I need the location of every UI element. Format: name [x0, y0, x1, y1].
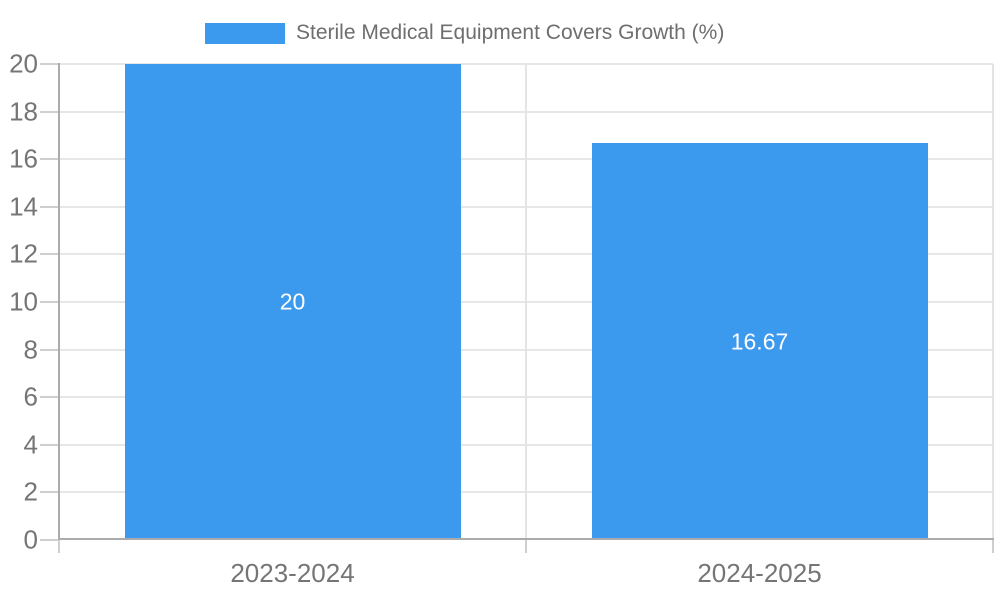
y-axis-tick	[40, 443, 59, 446]
y-axis-tick	[40, 253, 59, 256]
x-tick-label: 2024-2025	[697, 558, 822, 588]
x-gridline	[992, 64, 994, 540]
y-tick-label: 8	[23, 334, 38, 365]
x-axis-line	[58, 538, 994, 540]
y-axis-tick	[40, 158, 59, 161]
x-tick-label: 2023-2024	[230, 558, 355, 588]
y-axis-tick	[40, 539, 59, 541]
y-axis-tick	[40, 301, 59, 303]
x-axis-tick	[58, 540, 60, 553]
y-tick-label: 6	[23, 381, 38, 412]
x-axis-tick	[525, 540, 527, 553]
y-tick-label: 12	[9, 238, 38, 269]
legend-label: Sterile Medical Equipment Covers Growth …	[296, 21, 725, 44]
legend-swatch-icon	[205, 22, 285, 44]
y-tick-label: 0	[23, 524, 38, 555]
bar[interactable]	[124, 64, 461, 540]
y-axis-tick	[40, 63, 59, 65]
y-tick-label: 4	[23, 429, 38, 460]
y-tick-label: 14	[9, 191, 38, 222]
bar-value-label: 20	[279, 288, 306, 315]
y-axis-line	[58, 63, 60, 540]
chart-legend[interactable]: Sterile Medical Equipment Covers Growth …	[205, 21, 724, 45]
y-tick-label: 10	[9, 286, 38, 317]
y-tick-label: 20	[9, 48, 38, 79]
bar[interactable]	[591, 143, 928, 540]
x-axis-tick	[992, 540, 994, 553]
y-axis-tick	[40, 491, 59, 494]
y-axis-tick	[40, 110, 59, 113]
y-tick-label: 18	[9, 96, 38, 127]
y-tick-label: 2	[23, 476, 38, 507]
y-axis-tick	[40, 205, 59, 208]
bar-value-label: 16.67	[730, 328, 789, 355]
y-axis-tick	[40, 348, 59, 351]
y-tick-label: 16	[9, 143, 38, 174]
y-axis-tick	[40, 396, 59, 399]
x-gridline	[525, 64, 527, 540]
